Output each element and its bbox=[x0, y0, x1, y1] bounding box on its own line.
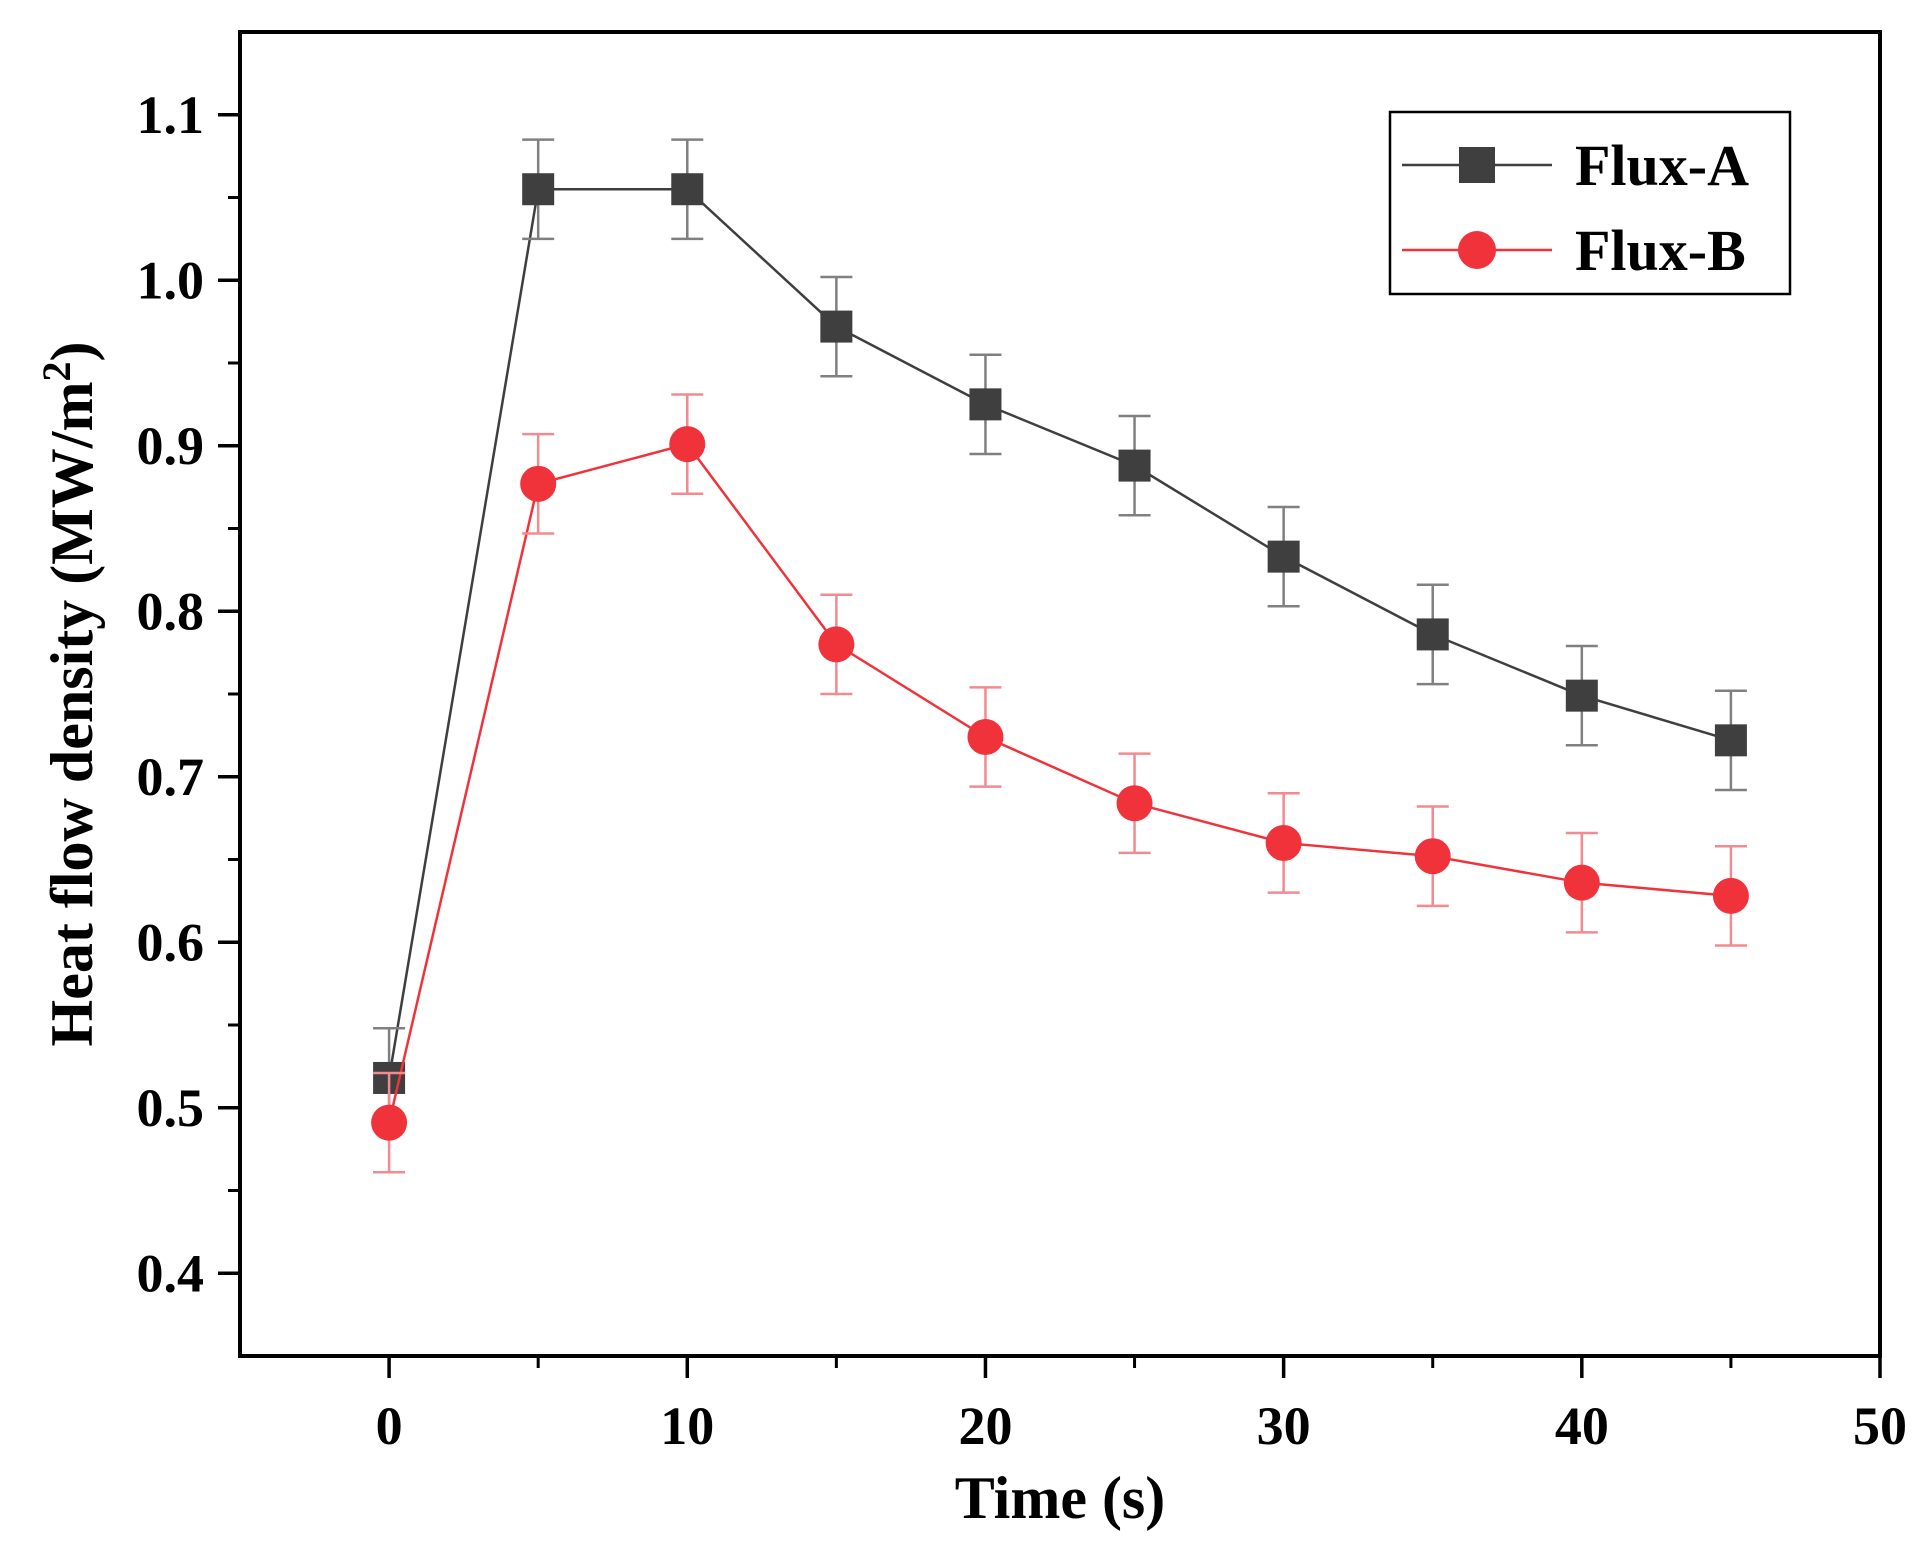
data-point bbox=[969, 388, 1002, 421]
y-tick-label: 0.9 bbox=[137, 416, 205, 476]
series-line-flux-a bbox=[387, 187, 1732, 1079]
y-axis-title: Heat flow density (MW/m2) bbox=[34, 342, 105, 1047]
series-flux-b bbox=[371, 393, 1749, 1174]
y-tick-label: 1.1 bbox=[137, 85, 205, 145]
data-point bbox=[1563, 864, 1600, 901]
data-point bbox=[820, 310, 853, 343]
x-axis-ticks: 0 10 20 30 40 50 bbox=[376, 1356, 1907, 1456]
legend-box bbox=[1388, 110, 1792, 296]
data-point bbox=[1712, 877, 1749, 914]
data-point bbox=[1565, 679, 1598, 712]
x-axis-title: Time (s) bbox=[955, 1465, 1166, 1531]
legend-marker-flux-a bbox=[1459, 147, 1495, 183]
y-tick-label: 0.6 bbox=[137, 912, 205, 972]
legend-marker-flux-b bbox=[1458, 231, 1496, 269]
data-point bbox=[1714, 724, 1747, 757]
series-line-flux-b bbox=[387, 442, 1732, 1123]
data-point bbox=[1416, 618, 1449, 651]
data-point bbox=[371, 1104, 408, 1141]
x-tick-label: 30 bbox=[1257, 1396, 1311, 1456]
data-point bbox=[818, 626, 855, 663]
y-tick-label: 0.7 bbox=[137, 747, 205, 807]
x-tick-label: 20 bbox=[958, 1396, 1012, 1456]
x-tick-label: 40 bbox=[1555, 1396, 1609, 1456]
data-point bbox=[1118, 449, 1151, 482]
data-point bbox=[1267, 540, 1300, 573]
data-point bbox=[522, 173, 555, 206]
legend-label-flux-b: Flux-B bbox=[1575, 218, 1746, 283]
legend-label-flux-a: Flux-A bbox=[1575, 133, 1749, 198]
series-layer bbox=[371, 138, 1749, 1174]
data-point bbox=[967, 719, 1004, 756]
data-point bbox=[520, 465, 557, 502]
data-point bbox=[1116, 785, 1153, 822]
legend: Flux-A Flux-B bbox=[1388, 110, 1792, 296]
data-point bbox=[669, 426, 706, 463]
y-axis-ticks: 0.4 0.5 0.6 0.7 0.8 0.9 1.0 1.1 bbox=[137, 85, 240, 1303]
y-tick-label: 0.8 bbox=[137, 581, 205, 641]
y-tick-label: 0.5 bbox=[137, 1078, 205, 1138]
y-tick-label: 1.0 bbox=[137, 250, 205, 310]
y-tick-label: 0.4 bbox=[137, 1243, 205, 1303]
x-tick-label: 0 bbox=[376, 1396, 403, 1456]
data-point bbox=[1265, 824, 1302, 861]
x-tick-label: 10 bbox=[660, 1396, 714, 1456]
x-tick-label: 50 bbox=[1853, 1396, 1907, 1456]
data-point bbox=[1414, 838, 1451, 875]
data-point bbox=[671, 173, 704, 206]
